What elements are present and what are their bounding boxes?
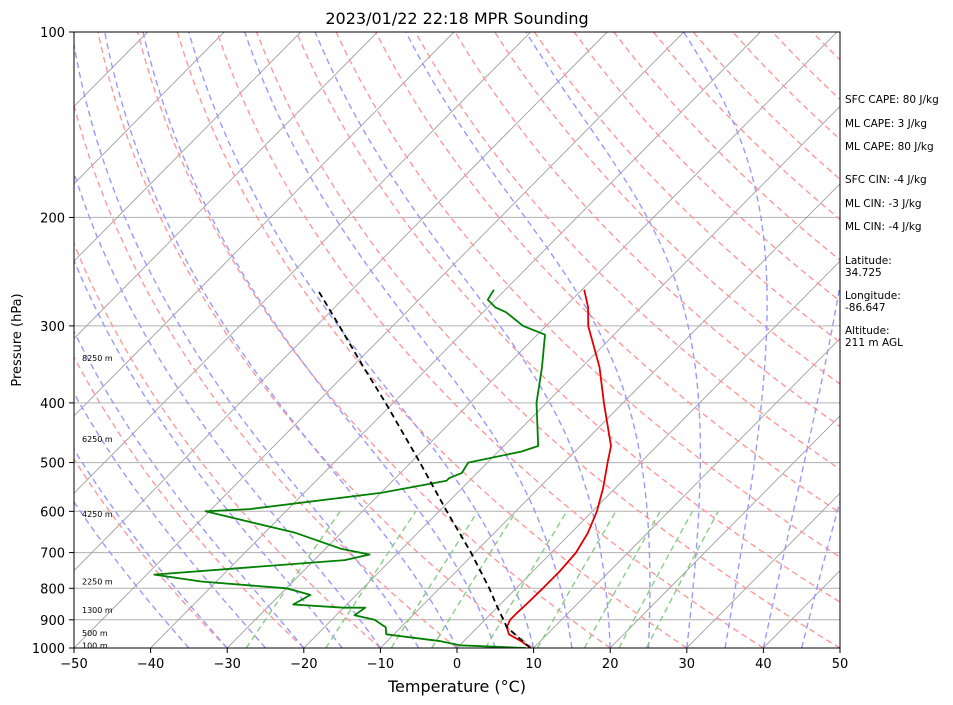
dry-adiabat-line [454,32,840,428]
dry-adiabat-line [176,32,688,648]
isotherm-line [74,32,378,340]
x-tick-label: 50 [832,657,849,672]
y-tick-label: 800 [40,582,65,597]
moist-adiabat-line [525,32,702,648]
moist-adiabat-line [762,281,840,648]
x-tick-label: 30 [679,657,696,672]
x-tick-label: 10 [525,657,542,672]
mixing-ratio-line [390,510,479,648]
y-tick-label: 300 [40,320,65,335]
y-tick-label: 100 [40,26,65,41]
y-tick-label: 900 [40,614,65,629]
x-tick-label: −50 [60,657,87,672]
moist-adiabat-line [74,448,228,648]
height-label: 500 m [82,629,108,638]
dry-adiabat-line [494,32,840,385]
ml-cape-text-2: ML CAPE: 80 J/kg [845,141,934,153]
y-tick-label: 500 [40,457,65,472]
dry-adiabat-line [136,32,611,648]
moist-adiabat-line [74,170,381,648]
y-tick-label: 200 [40,211,65,226]
sfc-cin-text: SFC CIN: -4 J/kg [845,174,927,186]
temperature-trace [505,289,612,648]
x-tick-label: −20 [290,657,317,672]
moist-adiabat-line [104,32,458,648]
dry-adiabat-line [74,242,381,648]
altitude-text: Altitude: 211 m AGL [845,325,903,349]
y-axis-label: Pressure (hPa) [10,293,25,386]
height-labels: 8250 m 6250 m 4250 m 2250 m 1300 m 500 m 100 m [82,354,113,651]
x-axis-ticks: −50 −40 −30 −20 −10 0 10 20 30 40 50 [60,648,848,672]
height-label: 8250 m [82,354,113,363]
dry-adiabat-line [295,32,840,603]
x-tick-label: 0 [453,657,461,672]
height-label: 1300 m [82,606,113,615]
moist-adiabat-line [188,32,535,648]
x-tick-label: −40 [137,657,164,672]
latitude-text: Latitude: 34.725 [845,255,892,279]
dry-adiabat-line [255,32,840,648]
isotherm-line [74,32,608,572]
x-tick-label: 40 [755,657,772,672]
isotherm-line [74,32,685,648]
height-label: 6250 m [82,435,113,444]
dry-adiabat-line [74,102,458,648]
dry-adiabat-line [74,457,228,648]
x-axis-label: Temperature (°C) [387,677,526,696]
dry-adiabat-line [375,32,840,514]
height-label: 100 m [82,641,108,650]
isotherm-line [74,32,302,262]
x-tick-label: −30 [213,657,240,672]
dry-adiabat-line [573,32,840,302]
parcel-path-trace [316,289,532,648]
mixing-ratio-line [536,510,617,648]
moist-adiabat-line [244,32,573,648]
mixing-ratio-line [431,510,517,648]
height-label: 2250 m [82,578,113,587]
y-axis-ticks: 100 200 300 400 500 600 700 800 900 1000 [32,26,74,657]
isotherm-line [686,492,840,648]
dry-adiabat-line [97,32,535,648]
mixing-ratio-line [484,510,568,648]
isotherm-line [609,415,840,648]
height-label: 4250 m [82,510,113,519]
x-tick-label: −10 [367,657,394,672]
isotherm-line [456,260,840,648]
ml-cin-text-1: ML CIN: -3 J/kg [845,198,922,210]
dry-adiabat-line [533,32,840,344]
longitude-text: Longitude: -86.647 [845,290,901,314]
sfc-cape-text: SFC CAPE: 80 J/kg [845,94,939,106]
x-tick-label: 20 [602,657,619,672]
moist-adiabat-line [405,32,651,648]
ml-cape-text-1: ML CAPE: 3 J/kg [845,118,928,130]
y-tick-label: 1000 [32,642,65,657]
moist-adiabat-line [683,32,768,648]
isotherm-line [74,32,531,494]
sounding-series [153,289,612,648]
y-tick-label: 600 [40,505,65,520]
isotherm-line [380,183,840,648]
mixing-ratio-line [325,510,417,648]
mixing-ratio-line [618,510,694,648]
y-tick-label: 700 [40,547,65,562]
isotherm-line [74,32,455,417]
mixing-ratio-line [645,510,719,648]
moist-adiabat-line [74,40,420,648]
y-tick-label: 400 [40,397,65,412]
ml-cin-text-2: ML CIN: -4 J/kg [845,221,922,233]
isotherm-line [303,105,840,648]
mixing-ratio-line [583,510,661,648]
isotherm-line [533,337,840,648]
isotherm-line [150,32,761,648]
dewpoint-trace [153,289,546,648]
isotherm-line [74,32,225,185]
dry-adiabat-line [335,32,840,558]
dry-adiabat-line [74,355,305,648]
dry-adiabat-line [216,32,764,648]
chart-title: 2023/01/22 22:18 MPR Sounding [325,9,588,28]
moist-adiabat-line [801,498,840,648]
moist-adiabat-line [314,32,611,648]
